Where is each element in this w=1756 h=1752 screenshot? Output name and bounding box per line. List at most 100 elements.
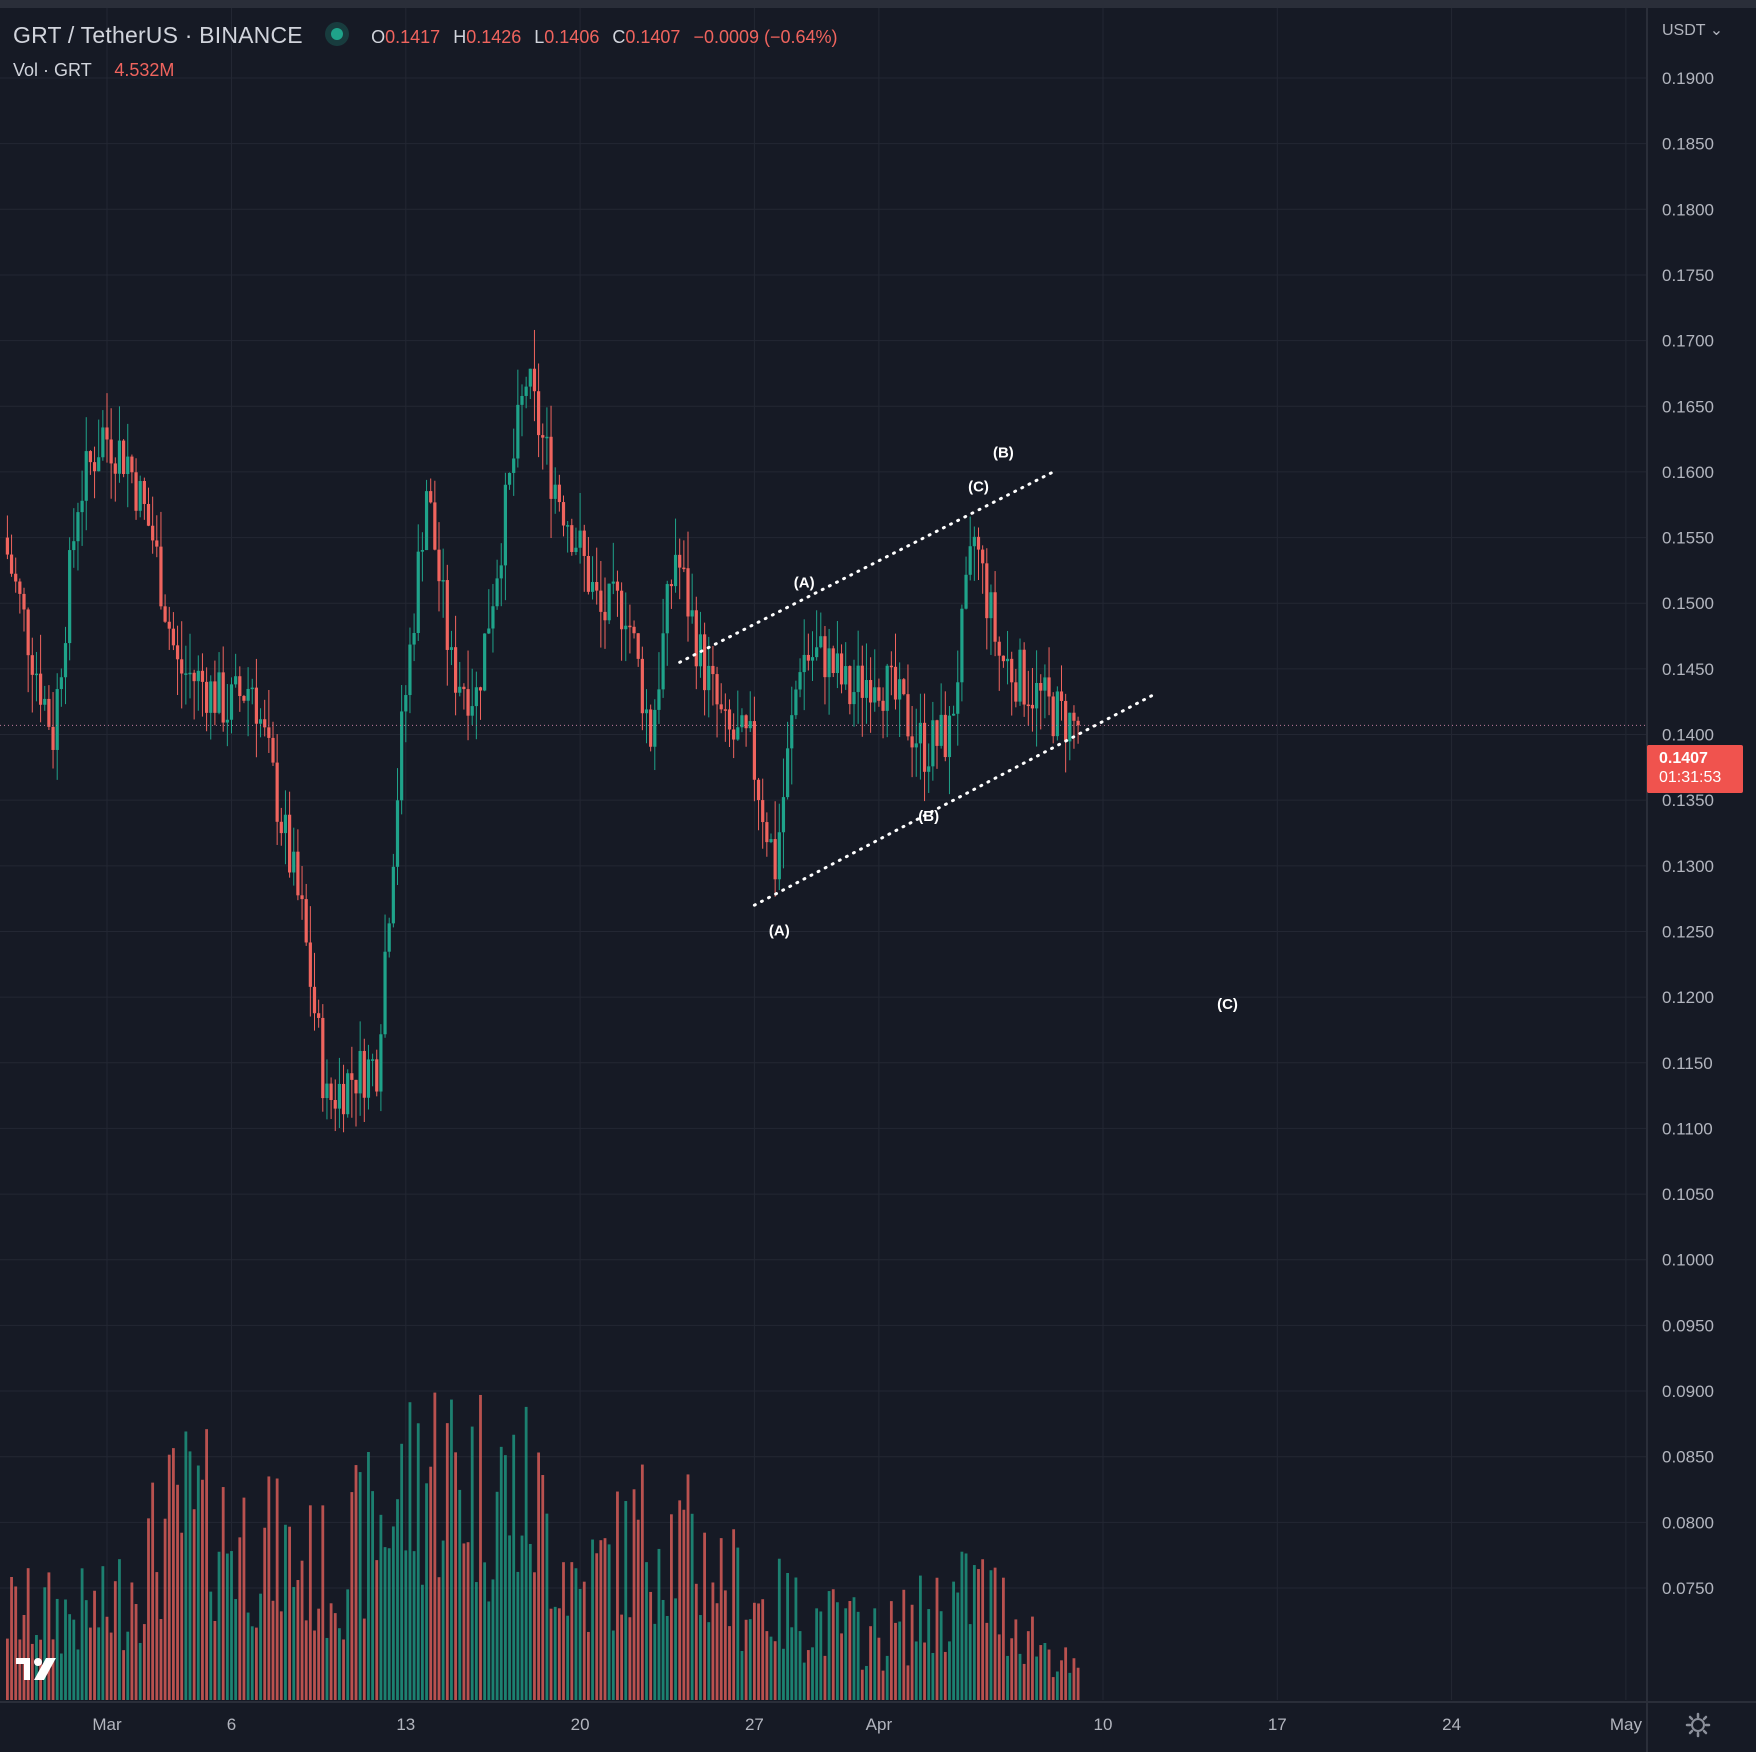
currency-selector[interactable]: USDT ⌄ (1662, 22, 1724, 39)
candle-body (756, 779, 761, 801)
candle-body (109, 439, 113, 464)
candle-body (254, 687, 258, 724)
y-tick-label: 0.0750 (1662, 1579, 1714, 1598)
volume-bar (628, 1617, 632, 1700)
candles (5, 329, 1080, 1133)
candle-body (682, 567, 686, 570)
volume-bar (271, 1600, 275, 1700)
volume-bar (217, 1551, 221, 1700)
candle-body (221, 672, 225, 723)
wave-label: (B) (918, 808, 939, 825)
volume-bar (279, 1611, 283, 1700)
volume-bar (14, 1586, 18, 1700)
candle-body (495, 578, 499, 607)
volume-bar (653, 1623, 657, 1700)
candle-body (26, 609, 30, 656)
x-tick-label: 20 (571, 1715, 590, 1734)
volume-bar (910, 1604, 914, 1700)
candle-body (146, 503, 151, 526)
volume-bar (10, 1577, 13, 1700)
volume-bar (856, 1611, 860, 1700)
volume-bar (823, 1655, 827, 1700)
gear-icon[interactable] (1685, 1712, 1711, 1738)
volume-bar (694, 1583, 698, 1700)
volume-bar (1060, 1660, 1063, 1700)
candle-body (993, 592, 997, 642)
candle-body (105, 427, 109, 440)
wave-label: (C) (968, 479, 989, 496)
candle-body (466, 689, 470, 716)
candle-body (615, 581, 620, 591)
candle-body (1043, 677, 1047, 691)
volume-bar (844, 1608, 848, 1700)
candle-body (777, 832, 781, 880)
volume-bar (811, 1647, 814, 1700)
candle-body (644, 709, 649, 714)
volume-bar (732, 1529, 736, 1700)
volume-bar (221, 1487, 225, 1700)
y-tick-label: 0.1900 (1662, 69, 1714, 88)
volume-bar (454, 1452, 457, 1700)
y-tick-label: 0.1600 (1662, 463, 1714, 482)
volume-bar (989, 1570, 993, 1700)
candle-body (537, 391, 541, 436)
volume-bar (1051, 1677, 1055, 1700)
wave-label: (A) (769, 922, 790, 939)
y-tick-label: 0.1150 (1662, 1054, 1713, 1073)
volume-bar (499, 1446, 503, 1700)
candle-body (1010, 658, 1014, 683)
volume-bar (740, 1650, 744, 1700)
volume-bar (993, 1567, 997, 1700)
candle-body (956, 682, 960, 714)
candle-body (545, 436, 549, 439)
volume-bar (167, 1454, 171, 1700)
candle-body (175, 645, 180, 660)
volume-bar (43, 1587, 47, 1700)
chevron-down-icon: ⌄ (1709, 22, 1724, 39)
volume-bar (387, 1548, 391, 1700)
candle-body (781, 797, 786, 833)
volume-bar (192, 1509, 196, 1700)
volume-bar (425, 1483, 428, 1700)
volume-bar (723, 1590, 727, 1700)
candle-body (416, 551, 420, 633)
candle-body (312, 986, 317, 1014)
volume-bar (188, 1451, 192, 1700)
candle-body (636, 633, 640, 659)
volume-bar (1072, 1658, 1076, 1700)
candle-body (288, 814, 292, 873)
candle-body (624, 625, 628, 630)
volume-bar (367, 1452, 370, 1700)
symbol-title[interactable]: GRT / TetherUS · BINANCE (13, 22, 303, 48)
volume-bar (533, 1572, 536, 1700)
wave-label: (A) (794, 574, 815, 591)
market-status-icon[interactable] (330, 28, 343, 40)
volume-bar (89, 1627, 92, 1700)
candle-body (400, 711, 404, 801)
candle-body (246, 688, 250, 701)
volume-bar (130, 1582, 134, 1700)
volume-bar (1022, 1663, 1026, 1700)
candle-body (76, 512, 80, 542)
tradingview-logo-icon[interactable] (16, 1656, 66, 1682)
volume-bar (64, 1599, 67, 1700)
volume-bar (744, 1619, 748, 1700)
candle-body (657, 689, 661, 710)
volume-bar (524, 1406, 528, 1700)
volume-bar (1043, 1643, 1047, 1700)
candle-body (300, 895, 304, 900)
volume-bar (1039, 1645, 1043, 1700)
volume-bar (607, 1544, 611, 1700)
x-tick-label: May (1610, 1715, 1643, 1734)
volume-bar (782, 1648, 785, 1700)
candle-body (229, 684, 234, 720)
volume-bar (869, 1626, 872, 1700)
candle-body (935, 720, 939, 746)
volume-bar (433, 1392, 437, 1700)
candle-body (321, 1017, 325, 1099)
volume-bar (26, 1568, 30, 1700)
candle-body (420, 550, 424, 552)
volume-bar (960, 1551, 964, 1700)
volume-bar (238, 1537, 242, 1700)
